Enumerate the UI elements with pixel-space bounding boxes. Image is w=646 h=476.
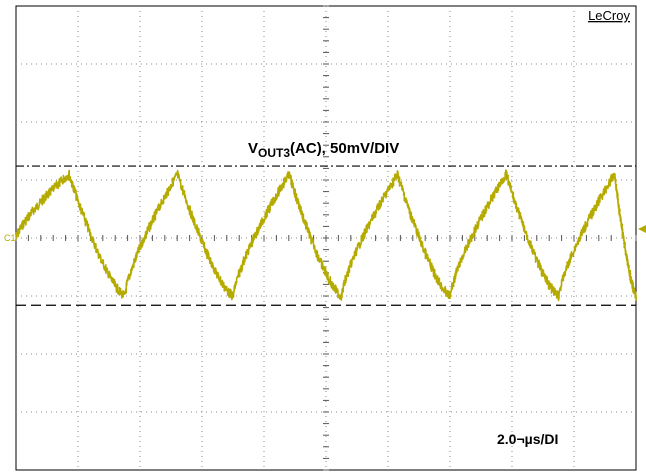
timebase-label: 2.0¬µs/DI — [497, 431, 558, 447]
brand-logo: LeCroy — [588, 8, 630, 23]
channel-label: C1 — [4, 233, 16, 243]
label-subscript: OUT3 — [258, 146, 290, 160]
label-suffix: (AC), 50mV/DIV — [290, 140, 399, 157]
label-prefix: V — [248, 140, 258, 157]
vertical-scale-label: VOUT3(AC), 50mV/DIV — [248, 140, 399, 160]
trace-waveform — [15, 169, 638, 302]
reference-lines — [16, 165, 636, 306]
trigger-level-marker — [638, 225, 646, 233]
trace-group — [15, 169, 638, 302]
grid-ticks — [15, 5, 637, 471]
